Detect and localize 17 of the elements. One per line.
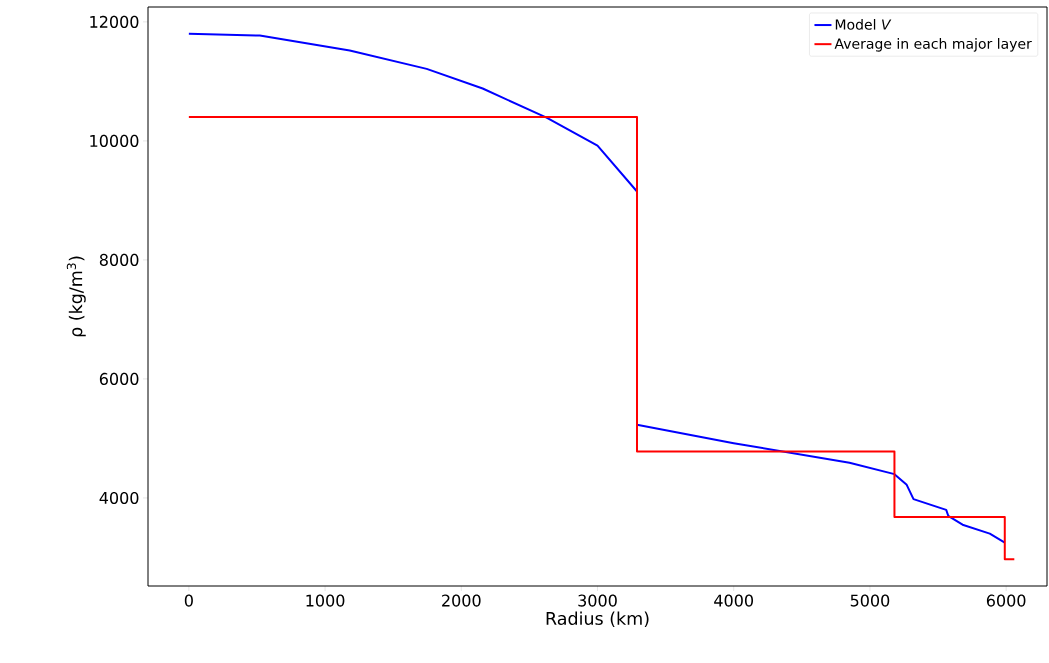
y-tick-label: 8000 [99,253,139,266]
legend-label: Model V [835,18,892,30]
x-tick-label: 6000 [986,594,1026,607]
y-tick-label: 10000 [90,134,139,147]
y-tick-label: 4000 [99,491,139,504]
y-axis-title: ρ (kg/m$^{3}$) [66,256,86,337]
x-tick-label: 2000 [442,594,481,607]
x-tick-label: 3000 [578,594,617,607]
x-tick-label: 5000 [850,594,890,607]
x-tick-label: 4000 [714,594,754,607]
x-axis-title: Radius (km) [546,611,649,628]
legend-label: Average in each major layer [834,38,1032,52]
y-tick-label: 6000 [99,372,139,385]
x-tick-label: 0 [184,594,193,607]
x-tick-label: 1000 [306,594,345,607]
line-series [187,116,1016,561]
y-tick-label: 12000 [90,15,139,28]
